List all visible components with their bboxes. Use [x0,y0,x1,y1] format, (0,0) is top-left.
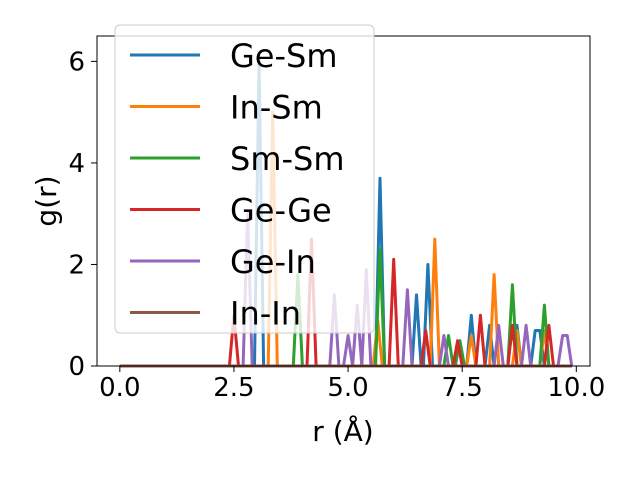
legend-label-ge-ge: Ge-Ge [230,192,332,230]
legend-label-in-in: In-In [230,295,301,333]
x-axis: 0.0 2.5 5.0 7.5 10.0 [99,366,605,403]
y-axis-label: g(r) [30,175,63,226]
legend-label-ge-in: Ge-In [230,243,316,281]
x-tick-label: 7.5 [442,373,483,403]
y-axis: 0 2 4 6 [68,47,97,382]
y-tick-label: 4 [68,149,85,179]
legend-label-sm-sm: Sm-Sm [230,140,345,178]
x-tick-label: 0.0 [99,373,140,403]
x-tick-label: 10.0 [547,373,605,403]
y-tick-label: 0 [68,352,85,382]
x-tick-label: 2.5 [213,373,254,403]
x-axis-label: r (Å) [312,414,373,448]
legend-label-ge-sm: Ge-Sm [230,37,338,75]
legend-label-in-sm: In-Sm [230,89,323,127]
legend-box [114,24,375,334]
y-tick-label: 2 [68,250,85,280]
legend: Ge-Sm In-Sm Sm-Sm Ge-Ge Ge-In In-In [114,24,375,334]
x-tick-label: 5.0 [327,373,368,403]
y-tick-label: 6 [68,47,85,77]
